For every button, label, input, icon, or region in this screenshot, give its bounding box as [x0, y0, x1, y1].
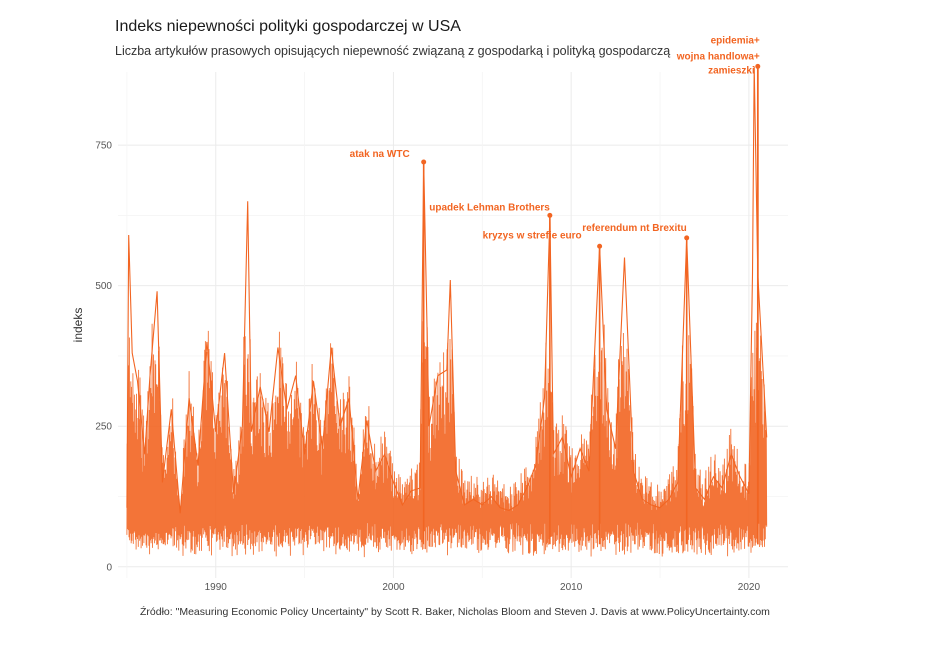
axes: 0 250 500 750 1990 2000 2010 2020 [95, 141, 760, 593]
annotation-label: kryzys w strefie euro [483, 230, 582, 241]
annotation-label: wojna handlowa+ [676, 51, 760, 62]
y-tick-label: 500 [95, 281, 112, 292]
annotation-label: atak na WTC [350, 149, 410, 160]
chart-svg: atak na WTC upadek Lehman Brothers kryzys … [71, 35, 788, 593]
series-noise [126, 321, 768, 558]
x-tick-label: 2010 [560, 582, 583, 593]
y-axis-label: indeks [71, 308, 85, 343]
annotation-point [597, 243, 603, 249]
annotation-label: zamieszki [708, 65, 755, 76]
x-tick-label: 2020 [738, 582, 761, 593]
y-tick-label: 0 [106, 562, 112, 573]
annotation-label: referendum nt Brexitu [582, 223, 686, 234]
x-tick-label: 1990 [205, 582, 228, 593]
series-line [126, 66, 768, 514]
annotation-label: epidemia+ [711, 35, 760, 46]
x-tick-label: 2000 [382, 582, 405, 593]
annotations: atak na WTC upadek Lehman Brothers kryzys … [350, 35, 761, 249]
annotation-point [547, 212, 553, 218]
chart-title: Indeks niepewności polityki gospodarczej… [115, 18, 461, 35]
annotation-point [755, 63, 761, 69]
y-tick-label: 250 [95, 422, 112, 433]
annotation-point [421, 159, 427, 165]
annotation-point [684, 235, 690, 241]
source-caption: Źródło: "Measuring Economic Policy Uncer… [140, 606, 770, 618]
series-layer [126, 66, 768, 558]
chart-subtitle: Liczba artykułów prasowych opisujących n… [115, 44, 671, 58]
y-tick-label: 750 [95, 141, 112, 152]
annotation-label: upadek Lehman Brothers [429, 202, 550, 213]
